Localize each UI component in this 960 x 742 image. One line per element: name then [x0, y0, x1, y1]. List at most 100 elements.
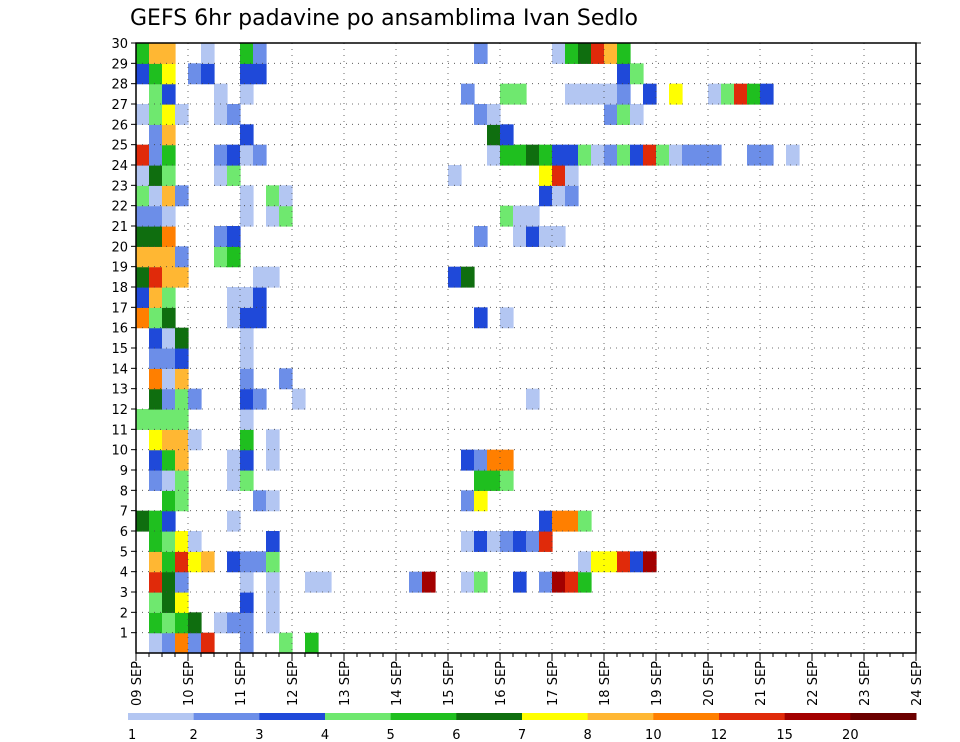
- heatmap-cell: [721, 83, 735, 105]
- heatmap-cell: [201, 632, 215, 654]
- heatmap-cell: [747, 83, 761, 105]
- y-tick-label: 10: [111, 444, 128, 459]
- y-tick-label: 3: [120, 586, 128, 601]
- heatmap-cell: [240, 185, 254, 207]
- heatmap-cell: [162, 144, 176, 166]
- heatmap-cell: [487, 449, 501, 471]
- heatmap-cell: [149, 307, 163, 329]
- colorbar-swatch: [193, 713, 260, 720]
- heatmap-cell: [578, 510, 592, 532]
- heatmap-cell: [474, 531, 488, 552]
- heatmap-cell: [552, 510, 566, 532]
- colorbar-swatch: [390, 713, 457, 720]
- heatmap-cell: [279, 368, 293, 390]
- heatmap-cell: [162, 226, 176, 247]
- heatmap-cell: [214, 226, 228, 247]
- heatmap-cell: [487, 124, 501, 146]
- heatmap-cell: [253, 287, 267, 308]
- heatmap-cell: [227, 246, 241, 268]
- y-tick-label: 27: [111, 98, 128, 113]
- heatmap-cell: [266, 185, 280, 207]
- heatmap-cell: [474, 449, 488, 471]
- y-tick-label: 5: [120, 545, 128, 560]
- heatmap-cell: [630, 104, 644, 125]
- x-tick-label: 19 SEP: [650, 661, 665, 706]
- y-tick-label: 18: [111, 281, 128, 296]
- heatmap-cell: [786, 144, 800, 166]
- heatmap-cell: [643, 144, 657, 166]
- heatmap-cell: [175, 612, 189, 634]
- heatmap-cell: [617, 144, 631, 166]
- heatmap-cell: [578, 83, 592, 105]
- heatmap-cell: [175, 531, 189, 552]
- heatmap-cell: [617, 551, 631, 573]
- heatmap-cell: [175, 185, 189, 207]
- heatmap-cell: [240, 348, 254, 369]
- x-tick-label: 15 SEP: [442, 661, 457, 706]
- heatmap-cell: [162, 490, 176, 512]
- heatmap-cell: [175, 348, 189, 369]
- heatmap-cell: [539, 144, 553, 166]
- heatmap-cell: [604, 104, 618, 125]
- heatmap-cell: [240, 83, 254, 105]
- heatmap-cell: [526, 205, 540, 227]
- heatmap-cell: [656, 144, 670, 166]
- heatmap-cell: [162, 592, 176, 613]
- heatmap-cell: [565, 83, 579, 105]
- colorbar-swatch: [522, 713, 589, 720]
- heatmap-cell: [162, 449, 176, 471]
- heatmap-cell: [552, 185, 566, 207]
- heatmap-cell: [682, 144, 696, 166]
- y-tick-label: 19: [111, 261, 128, 276]
- heatmap-cell: [162, 388, 176, 410]
- heatmap-cell: [136, 307, 150, 329]
- heatmap-cell: [461, 83, 475, 105]
- heatmap-cell: [253, 63, 267, 85]
- heatmap-cell: [162, 368, 176, 390]
- heatmap-cell: [526, 531, 540, 552]
- heatmap-cell: [149, 368, 163, 390]
- heatmap-cell: [513, 83, 527, 105]
- y-tick-label: 9: [120, 464, 128, 479]
- heatmap-cell: [227, 307, 241, 329]
- heatmap-cell: [669, 144, 683, 166]
- heatmap-cell: [149, 388, 163, 410]
- heatmap-cell: [175, 409, 189, 430]
- heatmap-cell: [266, 571, 280, 593]
- heatmap-cell: [487, 531, 501, 552]
- x-tick-label: 10 SEP: [182, 661, 197, 706]
- heatmap-cell: [630, 144, 644, 166]
- heatmap-cell: [474, 43, 488, 64]
- heatmap-cell: [617, 43, 631, 64]
- heatmap-cell: [175, 246, 189, 268]
- colorbar-label: 20: [842, 728, 859, 742]
- heatmap-cell: [266, 531, 280, 552]
- heatmap-cell: [162, 429, 176, 451]
- heatmap-cell: [474, 104, 488, 125]
- heatmap-cell: [708, 144, 722, 166]
- y-tick-label: 7: [120, 505, 128, 520]
- heatmap-cell: [162, 551, 176, 573]
- heatmap-cell: [240, 388, 254, 410]
- heatmap-cell: [604, 83, 618, 105]
- heatmap-cell: [149, 632, 163, 654]
- heatmap-cell: [188, 63, 202, 85]
- heatmap-cell: [539, 226, 553, 247]
- chart-title: GEFS 6hr padavine po ansamblima Ivan Sed…: [130, 6, 638, 31]
- heatmap-cell: [253, 43, 267, 64]
- x-tick-label: 23 SEP: [858, 661, 873, 706]
- heatmap-cell: [162, 246, 176, 268]
- heatmap-cell: [565, 144, 579, 166]
- heatmap-cell: [175, 632, 189, 654]
- y-tick-label: 23: [111, 179, 128, 194]
- heatmap-cell: [149, 592, 163, 613]
- heatmap-cell: [227, 144, 241, 166]
- y-tick-label: 21: [111, 220, 128, 235]
- colorbar-swatch: [325, 713, 392, 720]
- heatmap-cell: [162, 307, 176, 329]
- heatmap-cell: [552, 43, 566, 64]
- y-tick-label: 22: [111, 200, 128, 215]
- heatmap-cell: [552, 144, 566, 166]
- heatmap-cell: [162, 510, 176, 532]
